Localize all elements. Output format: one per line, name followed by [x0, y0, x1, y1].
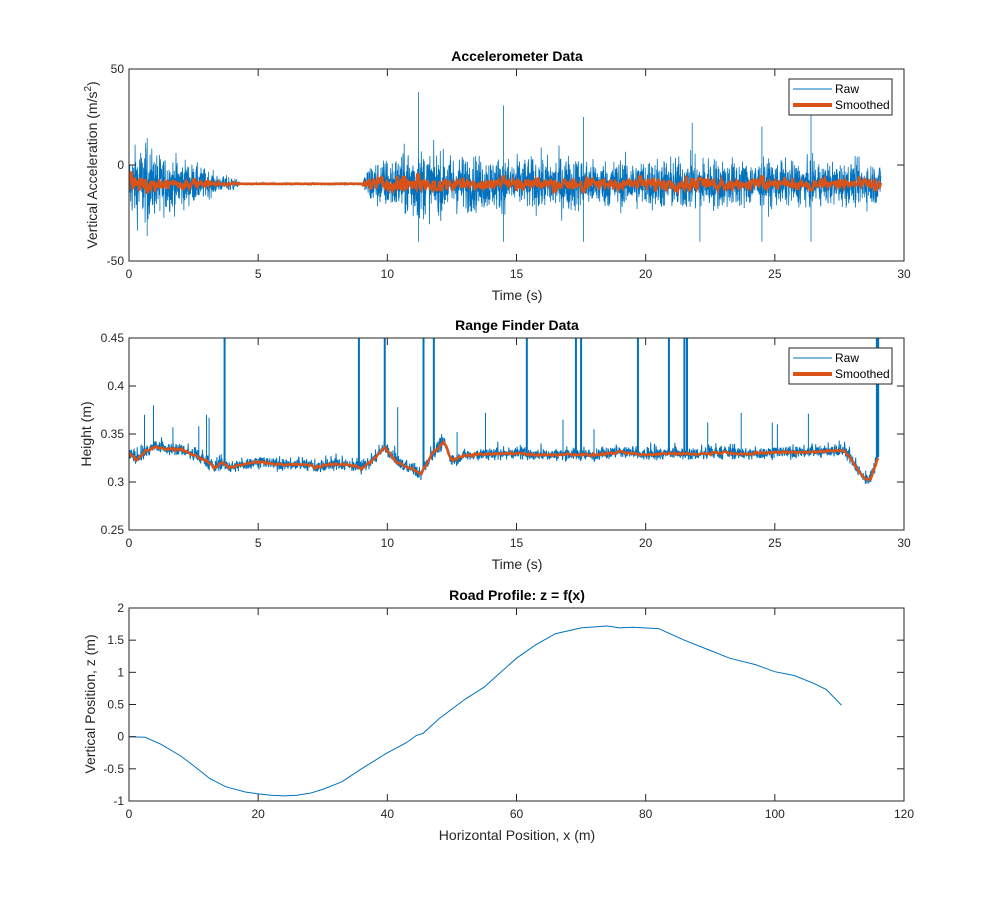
range-finder-plot-area — [129, 338, 880, 484]
x-tick-label: 0 — [126, 536, 133, 550]
y-tick-label: 0.25 — [101, 523, 125, 537]
y-tick-label: 0.4 — [107, 379, 124, 393]
raw-series-line — [129, 92, 882, 242]
raw-series-line — [129, 338, 879, 484]
x-tick-label: 100 — [765, 807, 785, 821]
x-tick-label: 30 — [897, 536, 911, 550]
range-finder-legend: Raw Smoothed — [788, 347, 893, 385]
accelerometer-legend: Raw Smoothed — [788, 78, 893, 116]
legend-box — [788, 347, 893, 385]
range-finder-ticks: 0 5 10 15 20 25 30 0.25 0.3 0.35 0.4 0.45 — [101, 331, 911, 550]
road-profile-xlabel: Horizontal Position, x (m) — [439, 827, 595, 843]
y-tick-label: 0.5 — [107, 698, 124, 712]
x-tick-label: 20 — [251, 807, 265, 821]
road-profile-axes: Road Profile: z = f(x) 0 20 40 60 80 100 120-1… — [82, 587, 914, 843]
y-tick-label: 0 — [117, 730, 124, 744]
road-profile-ylabel: Vertical Position, z (m) — [82, 634, 98, 773]
legend-raw-label: Raw — [835, 351, 859, 365]
smoothed-series-line — [129, 439, 880, 482]
x-tick-label: 40 — [381, 807, 395, 821]
y-tick-label: 0.35 — [101, 427, 125, 441]
y-tick-label: 2 — [117, 601, 124, 615]
y-tick-label: 1 — [117, 665, 124, 679]
legend-smoothed-label: Smoothed — [835, 367, 890, 381]
x-tick-label: 15 — [510, 267, 524, 281]
series-group — [129, 625, 842, 797]
x-tick-label: 80 — [639, 807, 653, 821]
y-tick-label: -0.5 — [103, 762, 124, 776]
x-tick-label: 5 — [255, 536, 262, 550]
x-tick-label: 10 — [381, 267, 395, 281]
y-tick-label: 50 — [111, 62, 125, 76]
x-tick-label: 25 — [768, 267, 782, 281]
x-tick-label: 0 — [126, 267, 133, 281]
legend-raw-label: Raw — [835, 82, 859, 96]
road-profile-ticks: 0 20 40 60 80 100 120 -1 -0.5 0 0.5 1 1.5 2 — [103, 601, 914, 821]
x-tick-label: 10 — [381, 536, 395, 550]
y-tick-label: 0 — [117, 158, 124, 172]
y-tick-label: 1.5 — [107, 633, 124, 647]
y-tick-label: 0.3 — [107, 475, 124, 489]
x-tick-label: 0 — [126, 807, 133, 821]
x-tick-label: 20 — [639, 267, 653, 281]
legend-box — [788, 78, 893, 116]
legend-smoothed-label: Smoothed — [835, 98, 890, 112]
axes-box — [128, 607, 905, 802]
accelerometer-plot-area — [129, 92, 883, 242]
y-tick-label: -50 — [107, 254, 125, 268]
series-group — [129, 338, 880, 484]
y-tick-label: 0.45 — [101, 331, 125, 345]
range-finder-ylabel: Height (m) — [78, 401, 94, 466]
x-tick-label: 60 — [510, 807, 524, 821]
range-finder-axes: Range Finder Data 0 5 10 15 20 25 30 0.25 0.3 0.3… — [78, 317, 911, 572]
accelerometer-ylabel: Vertical Acceleration (m/s2) — [83, 81, 100, 248]
accelerometer-xlabel: Time (s) — [492, 287, 543, 303]
road-profile-title: Road Profile: z = f(x) — [449, 587, 585, 603]
x-tick-label: 20 — [639, 536, 653, 550]
range-finder-title: Range Finder Data — [455, 317, 579, 333]
range-finder-xlabel: Time (s) — [492, 556, 543, 572]
x-tick-label: 5 — [255, 267, 262, 281]
smoothed-series-line — [129, 171, 883, 197]
y-tick-label: -1 — [113, 794, 124, 808]
series-group — [129, 92, 883, 242]
x-tick-label: 25 — [768, 536, 782, 550]
accelerometer-title: Accelerometer Data — [451, 48, 583, 64]
axes-box — [128, 68, 905, 262]
x-tick-label: 15 — [510, 536, 524, 550]
x-tick-label: 30 — [897, 267, 911, 281]
axes-box — [128, 337, 905, 531]
road-profile-line — [129, 625, 842, 797]
x-tick-label: 120 — [894, 807, 914, 821]
road-profile-plot-area — [129, 625, 842, 797]
